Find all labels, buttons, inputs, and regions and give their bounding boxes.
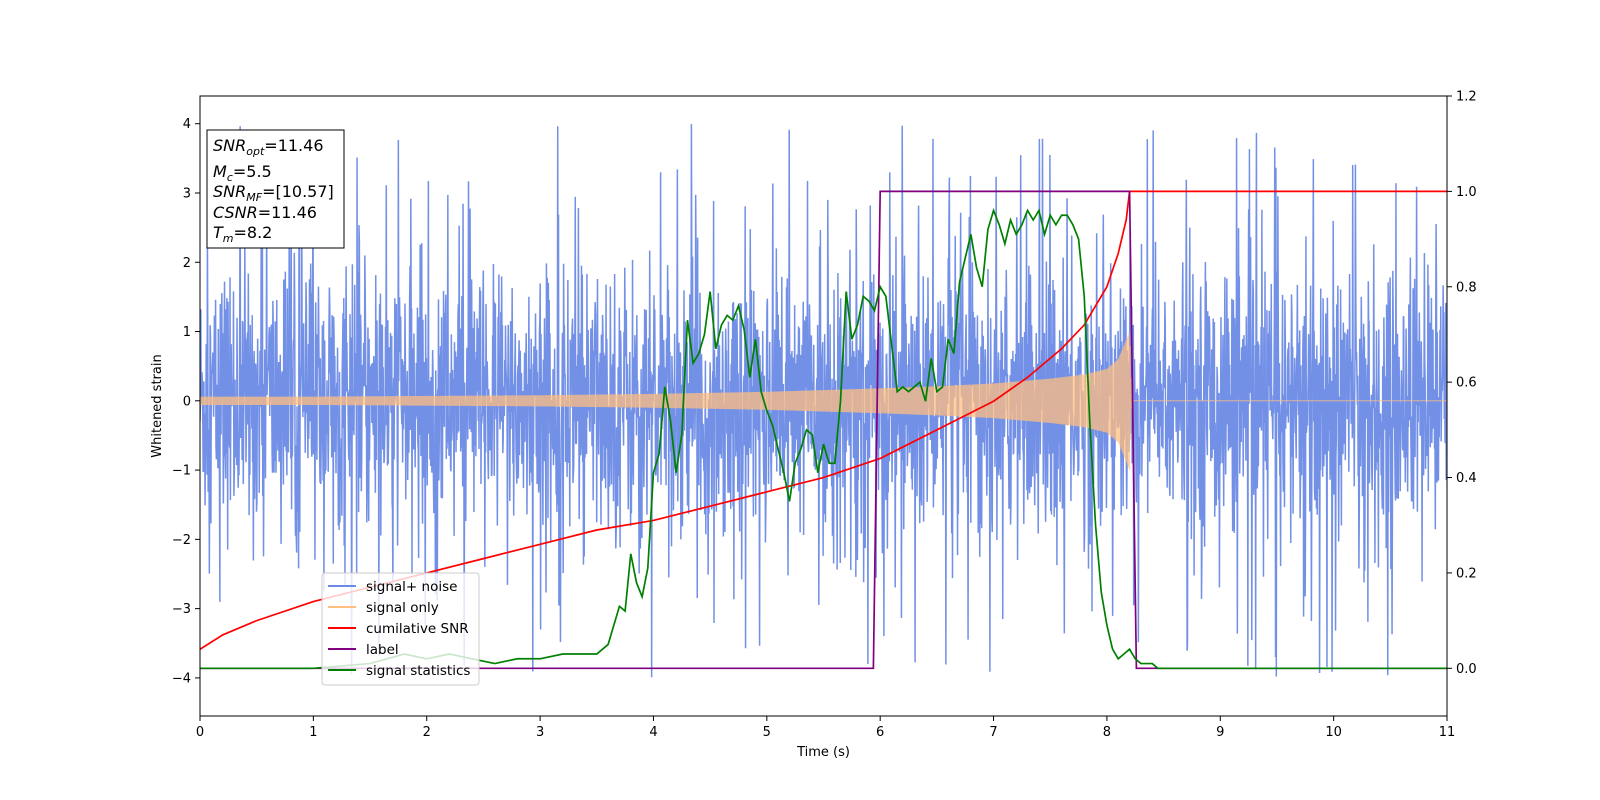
y2-tick-label: 1.2 bbox=[1456, 90, 1477, 105]
x-tick-label: 7 bbox=[989, 725, 997, 740]
y-tick-label: −3 bbox=[172, 602, 191, 617]
x-axis-title: Time (s) bbox=[796, 745, 850, 760]
y-tick-label: 4 bbox=[183, 117, 191, 132]
x-tick-label: 0 bbox=[196, 725, 204, 740]
y-tick-label: 3 bbox=[183, 186, 191, 201]
legend-frame bbox=[321, 572, 480, 686]
y2-tick-label: 0.0 bbox=[1456, 662, 1477, 677]
y2-tick-label: 0.6 bbox=[1456, 376, 1477, 391]
info-box-frame bbox=[206, 129, 345, 249]
y-tick-label: 0 bbox=[183, 394, 191, 409]
y-axis-title: Whitened strain bbox=[150, 354, 165, 457]
x-tick-label: 5 bbox=[763, 725, 771, 740]
legend-label: label bbox=[366, 642, 399, 658]
y2-tick-label: 0.2 bbox=[1456, 566, 1477, 581]
y-tick-label: −4 bbox=[172, 671, 191, 686]
legend-label: signal+ noise bbox=[366, 579, 457, 595]
x-tick-label: 3 bbox=[536, 725, 544, 740]
legend: signal+ noise signal only cumilative SNR la… bbox=[321, 572, 480, 686]
info-box-line: Tm=8.2 bbox=[213, 223, 272, 245]
series-signal-only-line bbox=[200, 332, 1447, 470]
plot-frame bbox=[199, 95, 1448, 717]
y-tick-label: −2 bbox=[172, 533, 191, 548]
legend-label: signal statistics bbox=[366, 663, 470, 679]
x-tick-label: 8 bbox=[1103, 725, 1111, 740]
axis-layer: 0 1 2 3 4 5 6 7 8 9 10 11 −4 −3 −2 −1 0 1 2 3 4 0.0 0.2 0.4 0.6 0… bbox=[172, 90, 1477, 741]
info-box-line: CSNR=11.46 bbox=[213, 203, 317, 222]
y-tick-label: 2 bbox=[183, 256, 191, 271]
legend-label: cumilative SNR bbox=[366, 621, 469, 637]
info-box: SNRopt=11.46 Mc=5.5SNRMF=[10.57]CSNR=11.4… bbox=[206, 129, 345, 249]
x-tick-label: 1 bbox=[309, 725, 317, 740]
info-box-line: SNRopt=11.46 bbox=[213, 136, 324, 158]
x-tick-label: 4 bbox=[649, 725, 657, 740]
x-tick-label: 2 bbox=[423, 725, 431, 740]
y2-tick-label: 0.8 bbox=[1456, 280, 1477, 295]
x-tick-label: 6 bbox=[876, 725, 884, 740]
x-tick-label: 9 bbox=[1216, 725, 1224, 740]
x-tick-label: 11 bbox=[1439, 725, 1456, 740]
legend-label: signal only bbox=[366, 600, 439, 616]
series-signal-statistics-line bbox=[200, 207, 1447, 670]
y-tick-label: 1 bbox=[183, 325, 191, 340]
y2-tick-label: 1.0 bbox=[1456, 185, 1477, 200]
info-box-line: Mc=5.5 bbox=[213, 162, 272, 184]
info-box-line: SNRMF=[10.57] bbox=[213, 182, 334, 204]
x-tick-label: 10 bbox=[1325, 725, 1342, 740]
y-tick-label: −1 bbox=[172, 464, 191, 479]
y2-tick-label: 0.4 bbox=[1456, 471, 1477, 486]
